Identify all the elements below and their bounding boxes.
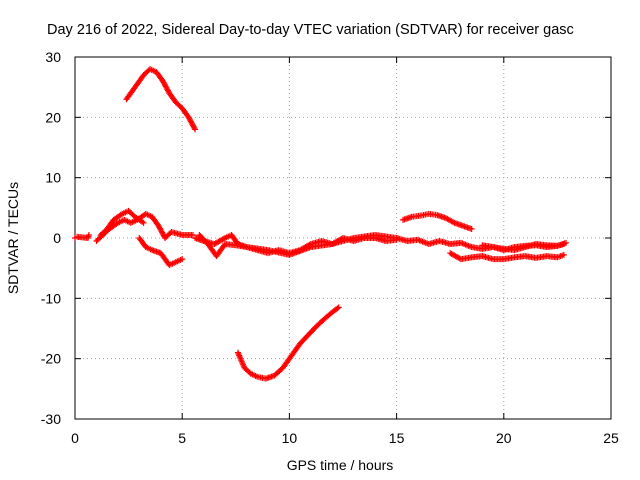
data-points	[72, 66, 569, 382]
x-tick-label: 20	[496, 430, 512, 446]
data-point	[189, 231, 196, 238]
series-dip-short	[136, 235, 186, 269]
x-tick-label: 25	[603, 430, 619, 446]
y-tick-label: 20	[45, 109, 61, 125]
y-tick-label: -20	[41, 351, 61, 367]
axis-ticks: 0 5 10 15 20 25 -30 -20 -10 0 10 20 30	[41, 49, 619, 446]
series-band-b	[97, 207, 147, 238]
x-axis-label: GPS time / hours	[287, 457, 394, 473]
data-point	[140, 219, 147, 226]
data-point	[334, 305, 341, 312]
series-late-upper	[479, 239, 569, 254]
data-point	[560, 251, 567, 258]
y-tick-label: 30	[45, 49, 61, 65]
y-tick-label: 10	[45, 170, 61, 186]
x-tick-label: 5	[178, 430, 186, 446]
data-point	[562, 239, 569, 246]
chart-title: Day 216 of 2022, Sidereal Day-to-day VTE…	[47, 22, 574, 38]
series-arc-upper	[123, 66, 199, 133]
y-tick-label: -30	[41, 411, 61, 427]
data-point	[179, 256, 186, 263]
x-tick-label: 15	[389, 430, 405, 446]
data-point	[468, 225, 475, 232]
series-arc-lower	[234, 304, 342, 382]
y-tick-label: 0	[53, 230, 61, 246]
data-point	[192, 126, 199, 133]
series-early-points	[72, 231, 92, 241]
x-tick-label: 10	[282, 430, 298, 446]
x-tick-label: 0	[71, 430, 79, 446]
data-point	[191, 125, 198, 132]
series-late-low	[447, 250, 567, 263]
data-point	[85, 231, 92, 238]
y-tick-label: -10	[41, 290, 61, 306]
data-point	[335, 304, 342, 311]
y-axis-label: SDTVAR / TECUs	[5, 182, 21, 294]
series-late-hump	[400, 210, 475, 232]
